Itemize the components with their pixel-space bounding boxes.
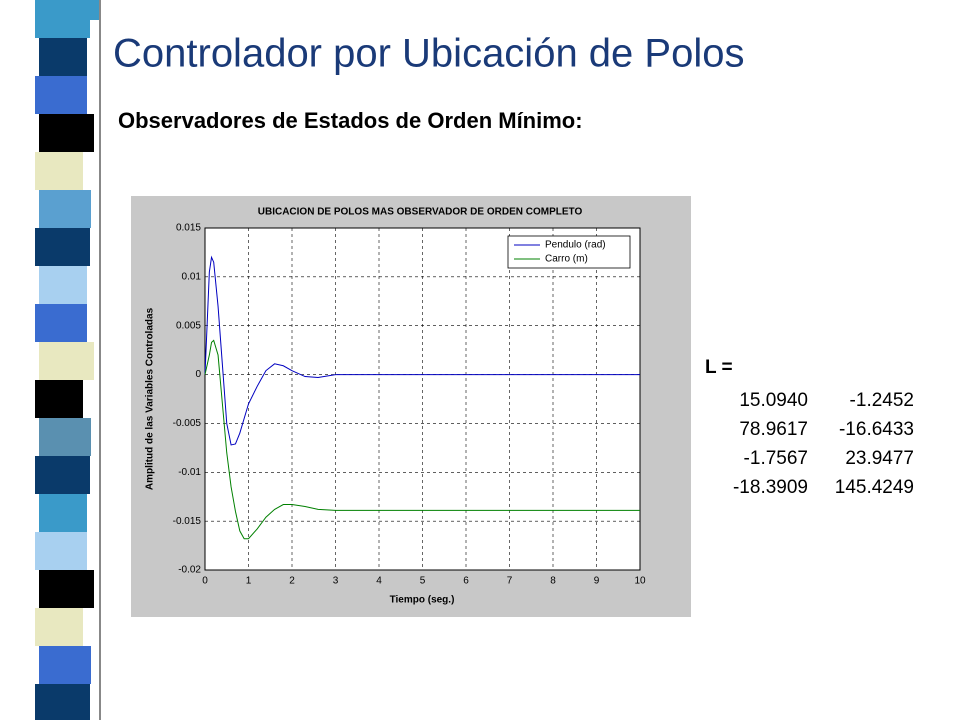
strip-block bbox=[39, 342, 94, 380]
matrix-entry: -16.6433 bbox=[839, 419, 914, 440]
strip-block bbox=[39, 38, 87, 76]
legend-label: Carro (m) bbox=[545, 254, 588, 265]
matrix-entry: 145.4249 bbox=[835, 477, 914, 498]
y-tick-label: 0.015 bbox=[176, 223, 201, 234]
matrix-entry: -18.3909 bbox=[733, 477, 808, 498]
x-tick-label: 3 bbox=[333, 576, 339, 587]
matrix-entry: 23.9477 bbox=[845, 448, 914, 469]
strip-block bbox=[39, 190, 91, 228]
strip-block bbox=[35, 684, 90, 720]
strip-block bbox=[35, 532, 87, 570]
matrix-entry: 78.9617 bbox=[739, 419, 808, 440]
strip-block bbox=[35, 152, 83, 190]
strip-block bbox=[35, 304, 87, 342]
x-tick-label: 4 bbox=[376, 576, 382, 587]
y-tick-label: 0.005 bbox=[176, 320, 201, 331]
legend-label: Pendulo (rad) bbox=[545, 240, 606, 251]
slide-subtitle: Observadores de Estados de Orden Mínimo: bbox=[118, 108, 583, 133]
matrix-entry: 15.0940 bbox=[739, 390, 808, 411]
chart-title: UBICACION DE POLOS MAS OBSERVADOR DE ORD… bbox=[258, 207, 583, 218]
strip-block bbox=[35, 456, 90, 494]
strip-block bbox=[39, 266, 87, 304]
strip-block bbox=[35, 0, 90, 38]
x-tick-label: 6 bbox=[463, 576, 469, 587]
x-tick-label: 0 bbox=[202, 576, 208, 587]
strip-block bbox=[39, 494, 87, 532]
y-tick-label: 0 bbox=[195, 369, 201, 380]
strip-block bbox=[39, 114, 94, 152]
x-tick-label: 10 bbox=[634, 576, 646, 587]
strip-block bbox=[39, 418, 91, 456]
x-axis-label: Tiempo (seg.) bbox=[390, 595, 455, 606]
y-tick-label: -0.015 bbox=[173, 516, 202, 527]
matrix-entry: -1.2452 bbox=[850, 390, 914, 411]
x-tick-label: 1 bbox=[246, 576, 252, 587]
plot: 0 1 2 3 4 5 6 7 8 9 10 -0.02 -0.015 -0.01 -0.005 0 0.005… bbox=[173, 223, 646, 587]
y-tick-label: -0.005 bbox=[173, 418, 202, 429]
x-tick-label: 9 bbox=[594, 576, 600, 587]
strip-block bbox=[35, 380, 83, 418]
x-tick-label: 2 bbox=[289, 576, 295, 587]
matrix: 15.0940 -1.2452 78.9617 -16.6433 -1.7567 23.9… bbox=[733, 390, 914, 498]
x-tick-label: 7 bbox=[507, 576, 513, 587]
strip-block bbox=[90, 0, 100, 20]
strip-block bbox=[39, 570, 94, 608]
y-tick-label: 0.01 bbox=[182, 271, 202, 282]
series-line bbox=[204, 255, 640, 446]
legend-box bbox=[507, 235, 631, 269]
strip-block bbox=[35, 608, 83, 646]
y-tick-label: -0.01 bbox=[178, 467, 201, 478]
x-tick-label: 5 bbox=[420, 576, 426, 587]
matrix-label: L = bbox=[705, 357, 733, 378]
slide-title: Controlador por Ubicación de Polos bbox=[113, 32, 744, 76]
series-line bbox=[204, 339, 640, 540]
matrix-entry: -1.7567 bbox=[744, 448, 808, 469]
x-tick-label: 8 bbox=[550, 576, 556, 587]
decorative-strip bbox=[35, 0, 100, 720]
y-tick-label: -0.02 bbox=[178, 565, 201, 576]
strip-block bbox=[39, 646, 91, 684]
y-axis-label: Amplitud de las Variables Controladas bbox=[145, 307, 156, 490]
strip-block bbox=[35, 76, 87, 114]
strip-block bbox=[35, 228, 90, 266]
